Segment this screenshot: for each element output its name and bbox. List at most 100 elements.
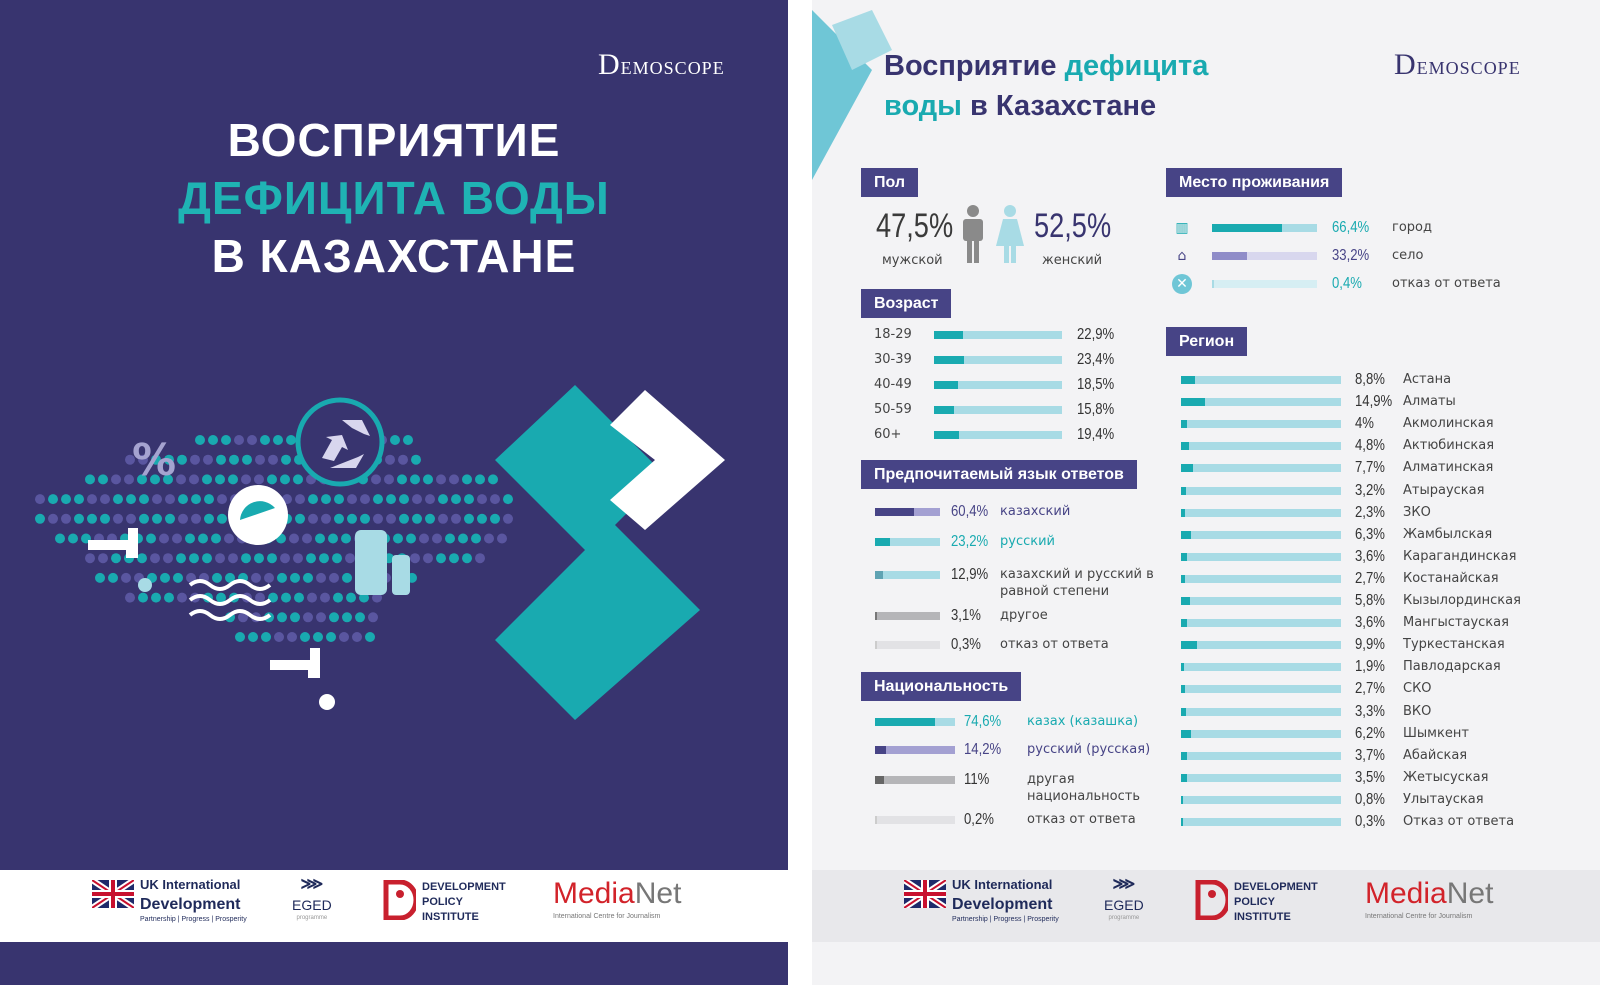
map-dot <box>137 553 147 564</box>
region-value: 6,2% <box>1355 724 1385 742</box>
map-dot <box>124 474 134 485</box>
map-dot <box>267 474 277 485</box>
map-dot <box>451 513 461 524</box>
map-dot <box>126 513 136 524</box>
eged-mark-icon: ⋙ <box>1112 876 1136 893</box>
language-label: другое <box>1000 608 1048 623</box>
map-dot <box>339 632 349 642</box>
map-dot <box>139 494 149 505</box>
nationality-label: другая национальность <box>1027 772 1140 804</box>
map-dot <box>255 592 265 603</box>
cover-title-line3: В КАЗАХСТАНЕ <box>211 230 577 282</box>
development-policy-institute-logo: DEVELOPMENT POLICY INSTITUTE <box>382 880 506 925</box>
uk-flag-icon <box>904 880 946 908</box>
bar-track <box>875 746 955 754</box>
map-dot <box>138 592 148 603</box>
region-value: 0,3% <box>1355 813 1385 830</box>
bar-fill <box>875 746 887 754</box>
bar-track <box>875 571 940 579</box>
bar-fill <box>1181 795 1183 804</box>
map-dot <box>111 474 121 485</box>
region-label: ВКО <box>1403 703 1432 719</box>
bar-fill <box>1181 818 1183 826</box>
map-dot <box>85 553 95 564</box>
map-dot <box>177 592 187 603</box>
language-value: 60,4% <box>951 503 989 520</box>
map-dot <box>95 572 105 583</box>
bar-track <box>934 381 1062 389</box>
gender-header: Пол <box>861 168 919 197</box>
language-label: русский <box>1000 534 1055 549</box>
region-label: Карагандинская <box>1403 548 1517 564</box>
city-icon: ▥ <box>1175 220 1189 236</box>
nationality-label: отказ от ответа <box>1027 812 1136 827</box>
age-label: 40-49 <box>874 377 912 392</box>
nationality-value: 11% <box>964 771 990 788</box>
infographic-footer: UK International Development Partnership… <box>812 870 1600 942</box>
percent-icon: % <box>132 435 177 486</box>
map-dot <box>150 474 160 485</box>
region-label: Жамбылская <box>1403 526 1493 542</box>
bar-track <box>1181 442 1341 451</box>
map-dot <box>281 592 291 603</box>
map-dot <box>255 454 265 465</box>
bar-fill <box>934 381 958 389</box>
map-dot <box>87 494 97 505</box>
eged-logo: ⋙ EGED programme <box>1104 876 1144 922</box>
region-value: 1,9% <box>1355 658 1385 676</box>
map-dot <box>445 533 455 544</box>
region-value: 4% <box>1355 415 1374 433</box>
bar-track <box>1181 729 1341 738</box>
region-value: 0,8% <box>1355 790 1385 808</box>
recycle-icon <box>295 397 385 487</box>
map-dot <box>189 553 199 564</box>
map-dot <box>125 454 135 465</box>
map-dot <box>242 454 252 465</box>
map-dot <box>303 612 313 623</box>
male-female-icons <box>963 205 1024 263</box>
map-dot <box>204 494 214 505</box>
cover-panel: DEMOSCOPE ВОСПРИЯТИЕ ДЕФИЦИТА ВОДЫ В КАЗ… <box>0 0 788 985</box>
bar-track <box>1181 486 1341 495</box>
language-value: 12,9% <box>951 566 989 583</box>
region-value: 2,3% <box>1355 503 1385 521</box>
map-dot <box>100 513 110 524</box>
map-dot <box>410 553 420 564</box>
map-dot <box>216 592 226 603</box>
bar-fill <box>1212 280 1214 288</box>
map-dot <box>321 494 331 505</box>
map-dot <box>137 474 147 485</box>
cover-title-line2: ДЕФИЦИТА ВОДЫ <box>178 172 610 224</box>
map-dot <box>313 632 323 642</box>
map-dot <box>48 494 58 505</box>
bar-fill <box>1181 552 1187 561</box>
map-dot <box>477 494 487 505</box>
map-dot <box>247 435 257 445</box>
bar-track <box>1181 818 1341 826</box>
bar-fill <box>875 508 915 516</box>
map-dot <box>432 533 442 544</box>
map-dot <box>436 474 446 485</box>
bar-fill <box>1181 574 1186 583</box>
map-dot <box>215 553 225 564</box>
map-dot <box>347 494 357 505</box>
map-dot <box>329 572 339 583</box>
map-dot <box>462 474 472 485</box>
demoscope-logo: DEMOSCOPE <box>1394 48 1521 81</box>
region-label: Костанайская <box>1403 570 1499 586</box>
bar-track <box>1181 376 1341 384</box>
region-label: Алматы <box>1403 394 1456 410</box>
dpi-icon <box>383 880 416 920</box>
bar-track <box>934 431 1062 439</box>
bar-fill <box>875 776 884 784</box>
map-dot <box>399 513 409 524</box>
map-dot <box>333 592 343 603</box>
map-dot <box>228 474 238 485</box>
faucet-icon <box>88 528 335 710</box>
map-dot <box>352 632 362 642</box>
cross-circle-icon: ✕ <box>1172 274 1192 294</box>
language-label: казахский <box>1000 504 1071 519</box>
map-dot <box>477 513 487 524</box>
bar-track <box>1181 795 1341 804</box>
map-dot <box>163 474 173 485</box>
